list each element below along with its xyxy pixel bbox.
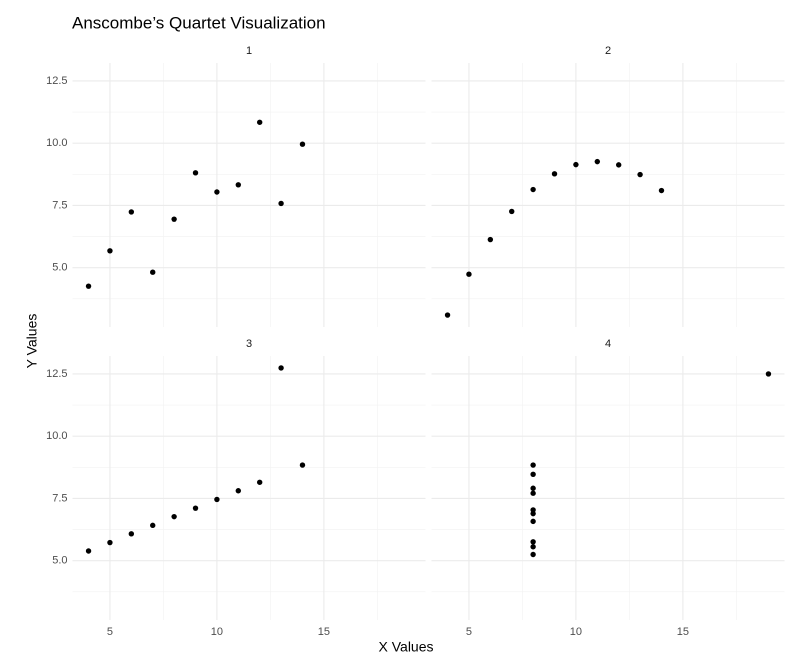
- point: [530, 471, 536, 478]
- facet-label: 4: [605, 338, 611, 350]
- point: [278, 200, 284, 207]
- point: [278, 365, 284, 371]
- point: [530, 539, 536, 545]
- point: [530, 485, 536, 491]
- point: [444, 312, 451, 318]
- point: [530, 490, 536, 496]
- point: [509, 208, 515, 215]
- x-tick-label: 10: [211, 626, 223, 638]
- point: [530, 507, 536, 513]
- y-tick-label: 10.0: [46, 430, 67, 442]
- facet-label: 1: [246, 45, 252, 57]
- chart-title: Anscombe’s Quartet Visualization: [72, 13, 326, 32]
- point: [150, 522, 156, 529]
- point: [85, 283, 92, 289]
- point: [658, 187, 665, 194]
- point: [466, 271, 472, 277]
- y-tick-label: 12.5: [46, 368, 67, 380]
- point: [107, 248, 113, 254]
- point: [530, 544, 536, 550]
- point: [128, 531, 135, 537]
- point: [192, 170, 199, 176]
- point: [171, 513, 177, 520]
- point: [256, 479, 263, 485]
- point: [214, 189, 220, 195]
- point: [299, 462, 306, 468]
- point: [171, 216, 177, 222]
- facet-label: 2: [605, 45, 611, 57]
- point: [235, 182, 242, 188]
- facet-label: 3: [246, 338, 252, 350]
- y-tick-label: 7.5: [52, 199, 67, 211]
- point: [256, 119, 263, 125]
- point: [530, 551, 536, 558]
- x-tick-label: 15: [318, 626, 330, 638]
- point: [573, 161, 579, 168]
- point: [107, 539, 113, 546]
- point: [765, 371, 772, 377]
- point: [128, 209, 135, 215]
- y-tick-label: 10.0: [46, 137, 67, 149]
- point: [150, 269, 156, 275]
- x-tick-label: 10: [570, 626, 582, 638]
- y-tick-label: 5.0: [52, 262, 67, 274]
- point: [530, 186, 536, 193]
- y-tick-label: 7.5: [52, 492, 67, 504]
- point: [192, 505, 199, 511]
- y-tick-label: 12.5: [46, 75, 67, 87]
- point: [530, 462, 536, 468]
- point: [530, 518, 536, 525]
- x-tick-label: 5: [107, 626, 113, 638]
- point: [551, 171, 558, 177]
- point: [214, 496, 220, 503]
- point: [85, 548, 92, 554]
- y-tick-label: 5.0: [52, 555, 67, 567]
- point: [615, 162, 622, 168]
- point: [235, 488, 242, 494]
- point: [299, 141, 306, 147]
- x-tick-label: 15: [677, 626, 689, 638]
- point: [594, 158, 601, 165]
- x-tick-label: 5: [466, 626, 472, 638]
- point: [637, 171, 643, 178]
- y-axis-label: Y Values: [24, 314, 40, 369]
- point: [530, 510, 536, 517]
- x-axis-label: X Values: [379, 639, 434, 655]
- point: [487, 236, 494, 243]
